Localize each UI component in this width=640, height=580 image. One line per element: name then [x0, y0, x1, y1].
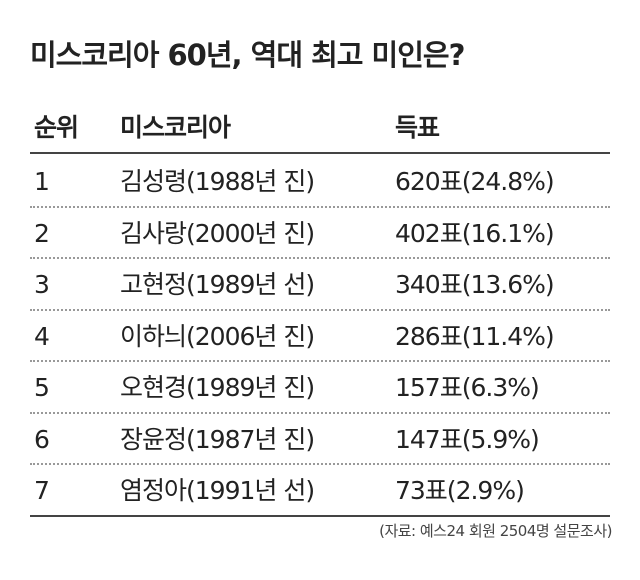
table-cell: 김성령(1988년 진): [120, 167, 315, 196]
table-cell: 이하늬(2006년 진): [120, 321, 315, 351]
header-rule: [30, 152, 610, 154]
table-cell: 3: [34, 270, 50, 299]
table-cell: 147표(5.9%): [395, 424, 540, 454]
table-cell: 4: [34, 321, 50, 351]
table-row: 2 김사랑(2000년 진) 402표(16.1%): [30, 208, 610, 259]
table-row: 5 오현경(1989년 진) 157표(6.3%): [30, 362, 610, 413]
source-note: (자료: 예스24 회원 2504명 설문조사): [379, 522, 612, 540]
row-divider: [30, 205, 610, 208]
table-cell: 장윤정(1987년 진): [120, 424, 315, 454]
header-cell: 득표: [395, 113, 440, 142]
table-cell: 7: [34, 476, 50, 505]
table-cell: 고현정(1989년 선): [120, 270, 315, 299]
row-divider: [30, 360, 610, 362]
header-cell: 순위: [34, 113, 79, 142]
header-cell: 미스코리아: [120, 113, 231, 142]
table-row: 3 고현정(1989년 선) 340표(13.6%): [30, 259, 610, 310]
table-cell: 1: [34, 167, 50, 196]
table-cell: 2: [34, 218, 50, 248]
table-cell: 286표(11.4%): [395, 321, 555, 351]
table-row: 6 장윤정(1987년 진) 147표(5.9%): [30, 414, 610, 465]
table-cell: 오현경(1989년 진): [120, 373, 315, 402]
table-row: 4 이하늬(2006년 진) 286표(11.4%): [30, 311, 610, 362]
row-divider: [30, 463, 610, 465]
table-cell: 6: [34, 424, 50, 454]
table-cell: 340표(13.6%): [395, 270, 555, 299]
table-row: 1 김성령(1988년 진) 620표(24.8%): [30, 156, 610, 207]
row-divider: [30, 308, 610, 311]
header-row: 순위 미스코리아 득표: [30, 102, 610, 153]
table-cell: 염정아(1991년 선): [120, 476, 315, 505]
table-cell: 620표(24.8%): [395, 167, 555, 196]
table-cell: 402표(16.1%): [395, 218, 555, 248]
row-divider: [30, 411, 610, 414]
table-cell: 157표(6.3%): [395, 373, 540, 402]
table-row: 7 염정아(1991년 선) 73표(2.9%): [30, 465, 610, 516]
bottom-rule: [30, 514, 610, 517]
title: 미스코리아 60년, 역대 최고 미인은?: [30, 38, 465, 72]
row-divider: [30, 257, 610, 259]
table-cell: 김사랑(2000년 진): [120, 218, 315, 248]
table-cell: 73표(2.9%): [395, 476, 525, 505]
table-cell: 5: [34, 373, 50, 402]
